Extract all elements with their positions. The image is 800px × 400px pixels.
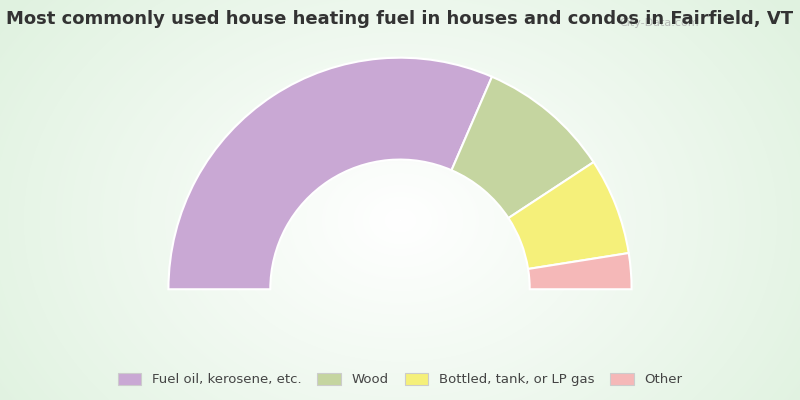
Wedge shape	[451, 77, 594, 218]
Wedge shape	[169, 58, 492, 289]
Text: City-Data.com: City-Data.com	[619, 18, 698, 28]
Wedge shape	[528, 253, 631, 289]
Wedge shape	[508, 162, 629, 269]
Legend: Fuel oil, kerosene, etc., Wood, Bottled, tank, or LP gas, Other: Fuel oil, kerosene, etc., Wood, Bottled,…	[112, 368, 688, 392]
Text: Most commonly used house heating fuel in houses and condos in Fairfield, VT: Most commonly used house heating fuel in…	[6, 10, 794, 28]
